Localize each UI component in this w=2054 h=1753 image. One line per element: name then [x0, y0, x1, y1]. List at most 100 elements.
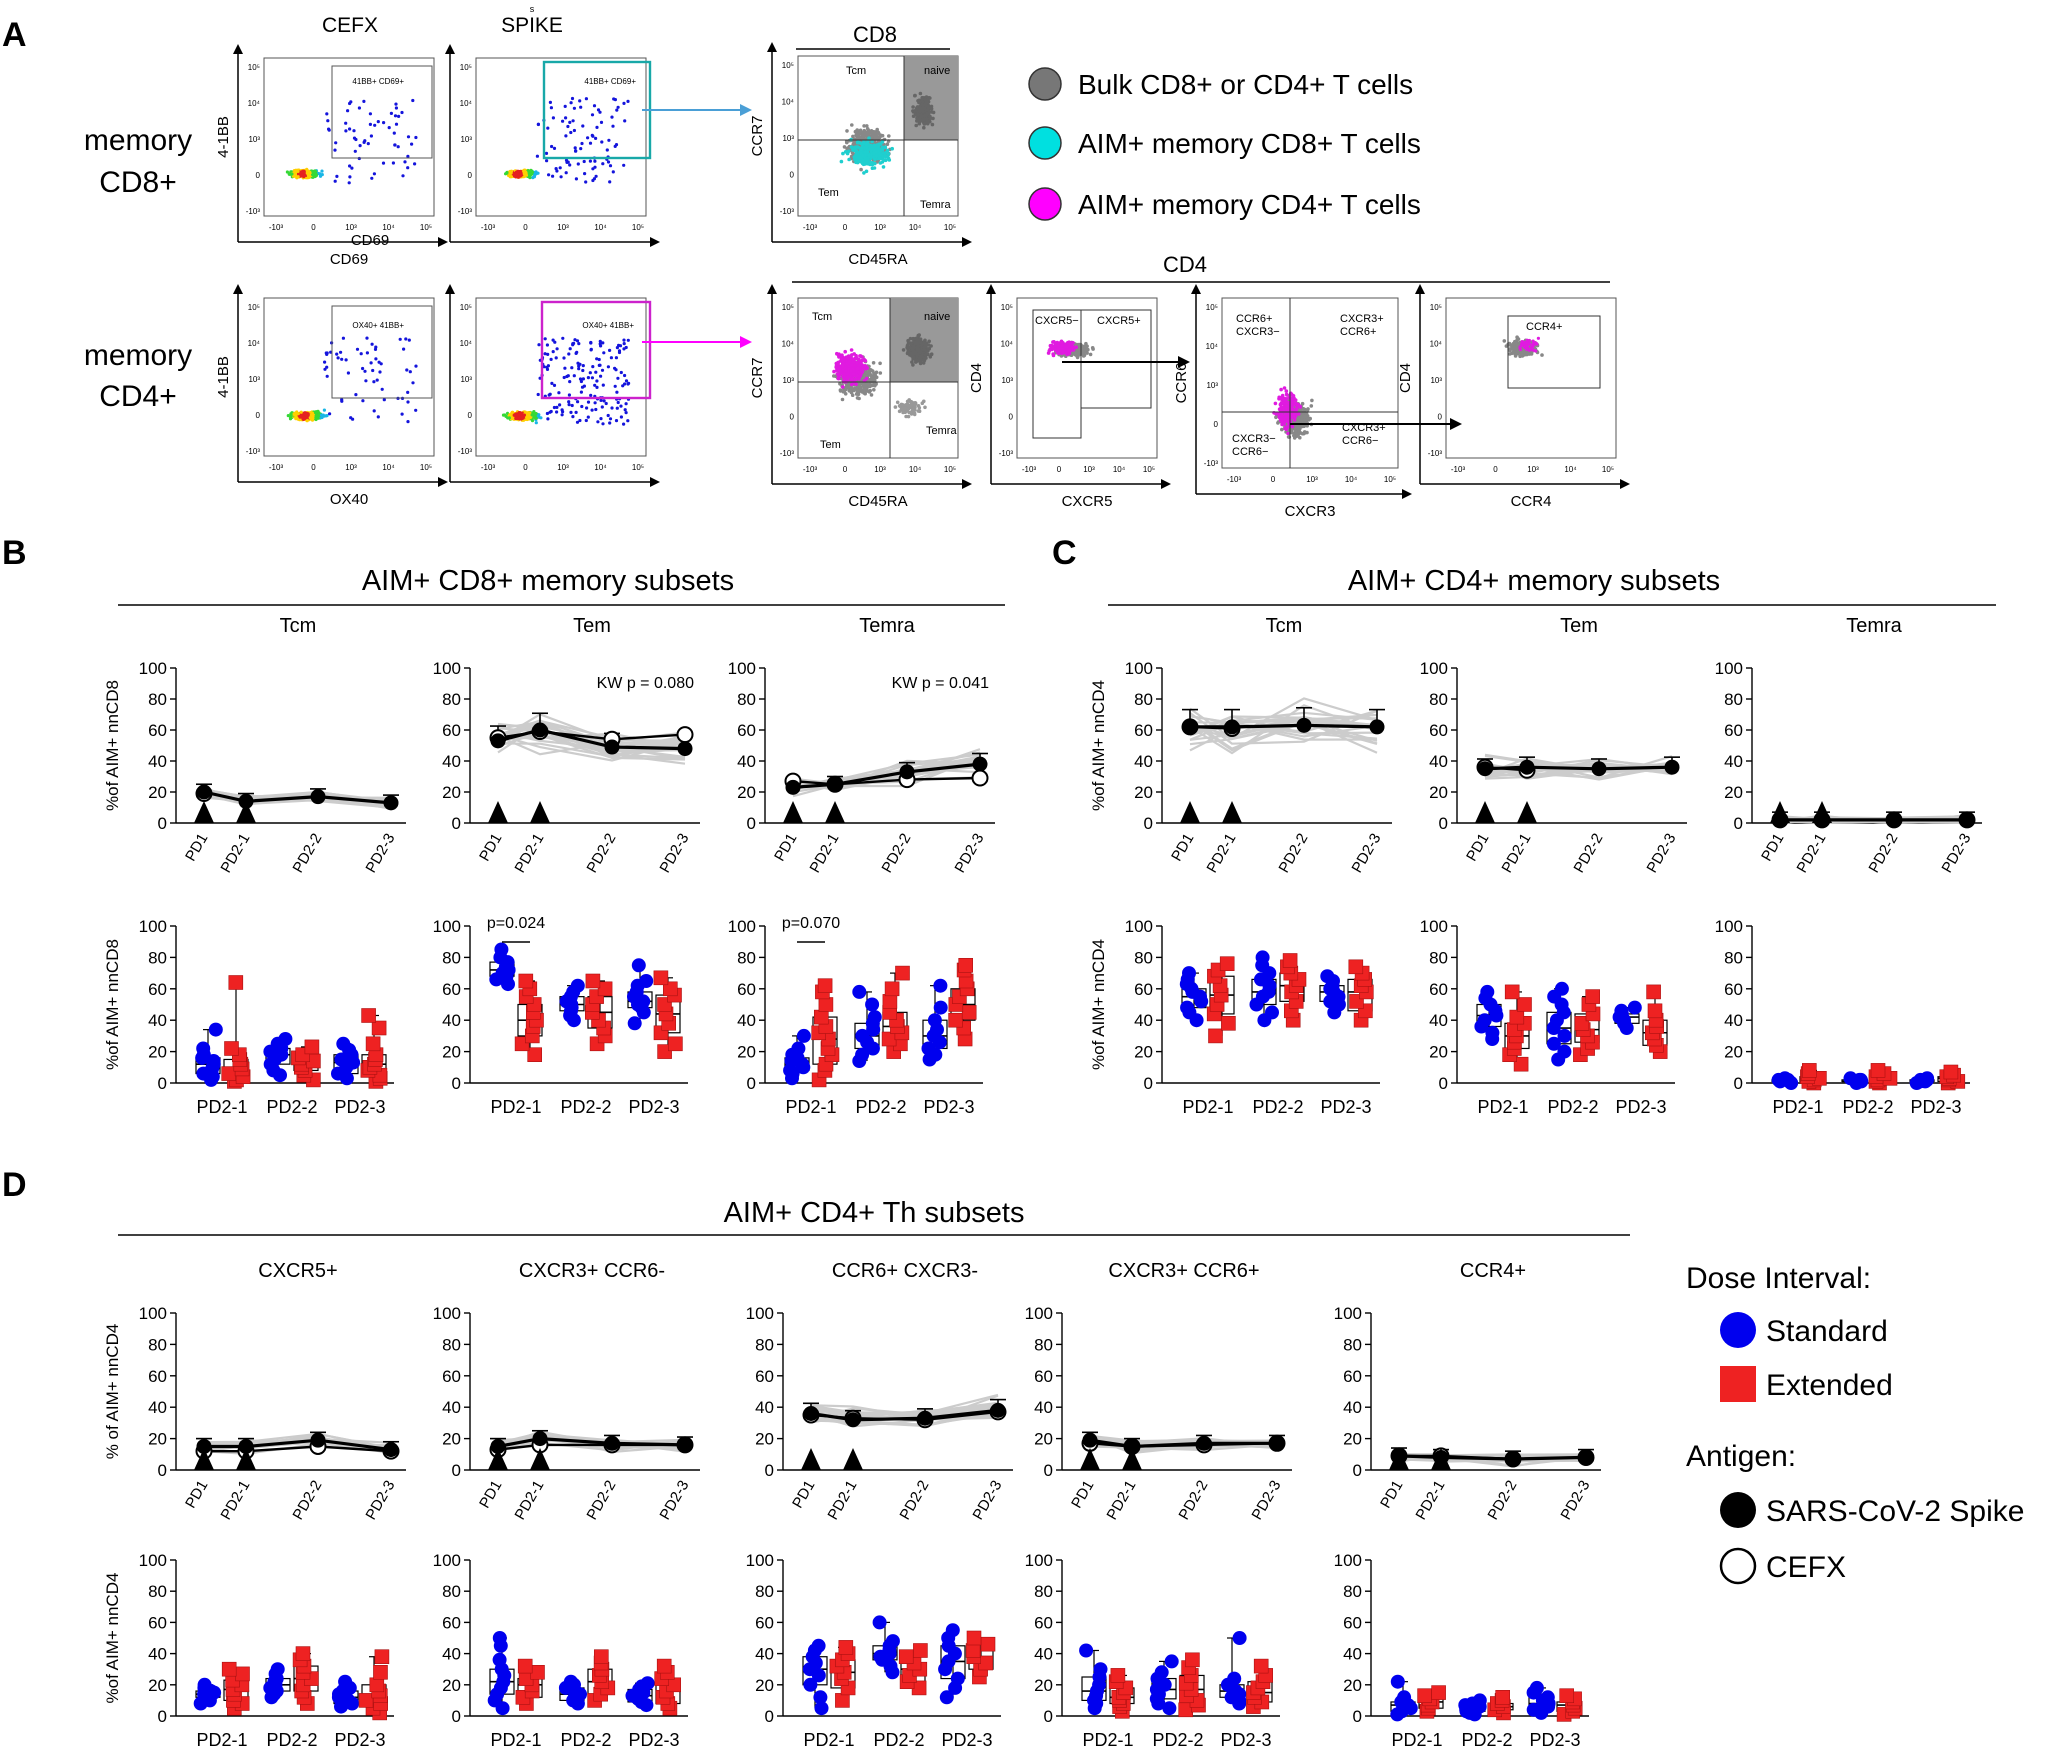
cd4-memory-event [929, 352, 934, 357]
cd4-memory-event [878, 371, 883, 375]
cxcr5-plot-event [1088, 352, 1093, 357]
cd8-memory-event [851, 148, 855, 152]
cd8-memory-event [878, 161, 883, 165]
cd8-spike-event [572, 128, 577, 133]
cd4-spike-xtick: 0 [523, 463, 528, 472]
cd4-memory-event [848, 358, 852, 363]
cd4-cefx-event [361, 399, 365, 403]
cd8-memory-xarrow [962, 237, 972, 247]
cd8-xlabel-cd69: CD69 [351, 232, 389, 249]
cd4-memory-event [862, 357, 866, 362]
cd8-memory-event [921, 103, 925, 108]
cd8-cefx-xtick: 0 [311, 223, 316, 232]
cd4-memory-event [895, 400, 900, 405]
cd4-cefx-event [325, 352, 329, 356]
cd4-spike-event [619, 404, 623, 408]
cd8-cefx-event [311, 169, 315, 174]
cd8-cefx-xtick: 10⁴ [382, 223, 395, 232]
cd4-spike-event [624, 379, 629, 383]
cd8-cefx-event [410, 142, 414, 146]
cd4-spike-ytick: 10³ [460, 375, 472, 384]
cd4-spike-event [548, 392, 552, 396]
cd4-memory-event [857, 396, 861, 401]
cd8-cefx-event [387, 126, 391, 130]
cd8-cefx-event [333, 179, 337, 183]
cd8-cefx-event [406, 135, 411, 139]
cd4-cefx-event [372, 409, 376, 413]
cd8-memory-xtick: 10⁵ [944, 223, 956, 232]
cxcr5-plot-ytick: 10⁵ [1001, 303, 1013, 312]
cd8-memory-event [860, 160, 864, 164]
cd4-memory-ylabel: CCR7 [749, 358, 766, 399]
cxcr5-plot-ytick: 0 [1009, 413, 1014, 422]
cxcr5-plot-yarrow [986, 284, 996, 294]
cd4-spike-event [610, 406, 614, 410]
cd8-cefx-gate-label: 41BB+ CD69+ [352, 77, 404, 86]
cd8-memory-event [924, 113, 928, 117]
cxcr5-plot-event [1066, 348, 1071, 353]
panel-a: memory CD8+ memory CD4+ CEFX s SPIKE 10⁵… [84, 4, 1630, 520]
cd4-cefx-event [359, 352, 363, 356]
cd8-cefx-event [403, 160, 407, 164]
cd4-spike-xtick: 10⁴ [594, 463, 607, 472]
cd4-spike-event [566, 374, 570, 378]
cd4-memory-event [869, 368, 873, 372]
cxcr5-plot-event [1085, 351, 1089, 355]
cd4-cefx-ytick: 10³ [248, 375, 260, 384]
cd8-memory-event [922, 125, 926, 130]
cd8-cefx-event [344, 121, 348, 125]
cd8-spike-event [611, 124, 615, 128]
cd4-spike-event [555, 347, 559, 351]
cd8-spike-event [608, 164, 613, 168]
cd4-cefx-ylabel: 4-1BB [215, 356, 232, 398]
cd4-cefx-event [328, 412, 332, 416]
cd4-spike-event [557, 391, 561, 395]
cd4-memory-event [857, 388, 861, 393]
cd4-memory-event [917, 350, 922, 355]
cd4-spike-event [589, 393, 593, 397]
cd4-memory-event [849, 348, 854, 352]
cd4-spike-xtick: 10³ [557, 463, 569, 472]
cd4-cefx-event [340, 357, 344, 361]
cd4-memory-event [901, 348, 906, 352]
cd8-cefx-event [335, 174, 339, 178]
cd8-cefx-event [334, 141, 338, 145]
cd8-cefx-event [354, 137, 358, 142]
cd4-spike-ytick: 10⁴ [460, 339, 473, 348]
cd4-spike-event [599, 398, 603, 402]
flow-plots: 10⁵ 10⁴ 10³ 0 -10³ -10³ 0 10³ 10⁴ 10⁵ CD69 4-1BB 41B… [215, 42, 1630, 520]
cd4-cefx-event [378, 370, 382, 374]
cd4-spike-event [588, 371, 592, 375]
cd8-memory-event [913, 113, 918, 117]
cd4-memory-xtick: 10⁵ [944, 465, 956, 474]
cd8-memory-event [913, 93, 917, 98]
cd8-spike-event [612, 97, 616, 101]
cd8-cefx-event [296, 169, 300, 173]
cd4-spike-event [624, 411, 628, 415]
cd4-spike-xtick: -10³ [481, 463, 496, 472]
cd4-spike-event [501, 413, 506, 417]
cd8-cefx-event [353, 149, 357, 153]
cd8-memory-event [880, 133, 885, 138]
cd4-spike-event [591, 365, 595, 369]
cxcr5-plot-event [1056, 342, 1060, 347]
cd8-cefx-event [302, 175, 306, 179]
cd8-memory-event [870, 166, 875, 170]
cd4-cefx-event [372, 380, 376, 384]
cd4-memory-event [841, 359, 846, 364]
cd8-cefx-event [362, 140, 366, 144]
cd4-memory-event [867, 371, 871, 376]
cd8-memory-event [920, 109, 925, 114]
cd8-spike-event [563, 104, 567, 108]
cd8-memory-xtick: -10³ [803, 223, 818, 232]
cd8-spike-event [588, 141, 593, 145]
cxcr5-plot-xtick: 10³ [1083, 465, 1095, 474]
cd8-cefx-event [394, 106, 398, 110]
cxcr5-plot-ylabel: CD4 [968, 363, 985, 393]
cd4-memory-event [852, 388, 856, 393]
cd4-cefx-event [361, 366, 365, 371]
cd4-cefx-frame [263, 297, 435, 457]
cd8-spike-event [524, 170, 528, 174]
cd4-memory-event [872, 388, 876, 392]
